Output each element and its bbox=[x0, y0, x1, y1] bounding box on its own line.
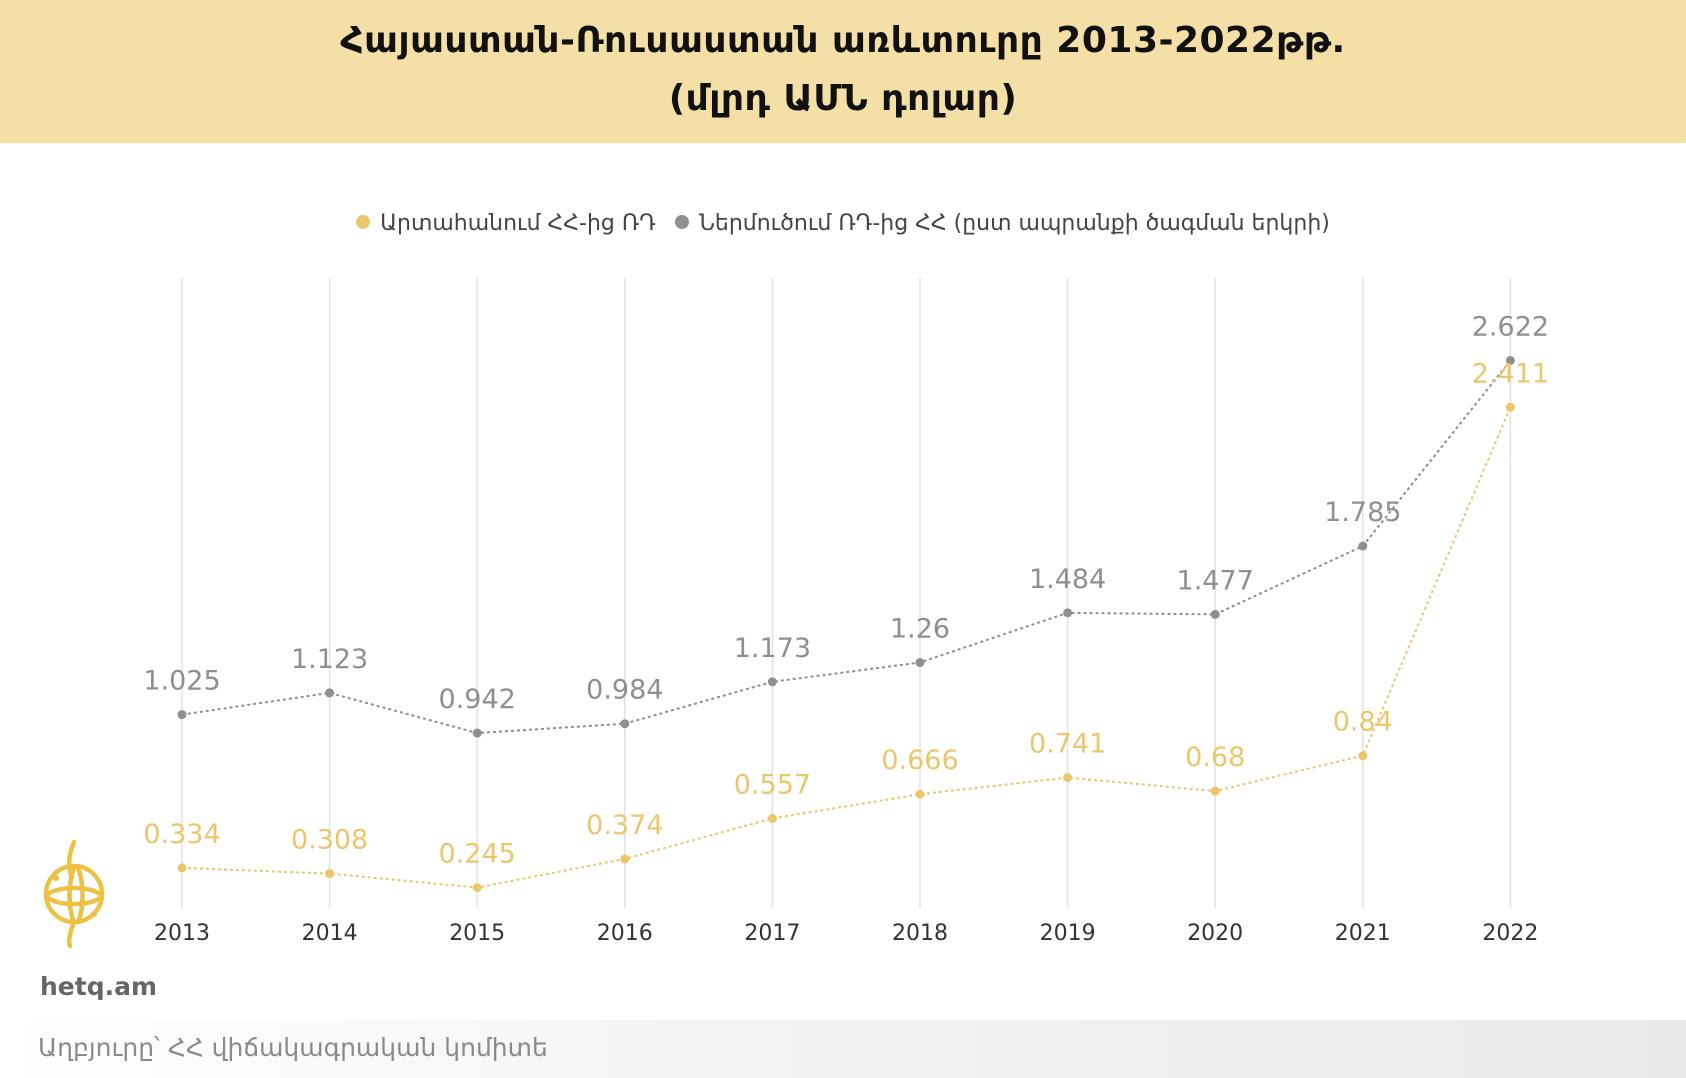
data-point-import bbox=[1505, 355, 1515, 365]
data-label-import: 1.484 bbox=[1029, 564, 1106, 595]
data-label-export: 0.741 bbox=[1029, 729, 1106, 760]
data-label-export: 0.666 bbox=[881, 745, 958, 776]
data-point-import bbox=[620, 719, 630, 729]
data-point-import bbox=[177, 710, 187, 720]
series-line-import bbox=[181, 359, 1512, 735]
data-point-export bbox=[620, 854, 630, 864]
grid-layer bbox=[181, 278, 1512, 908]
data-point-import bbox=[1210, 609, 1220, 619]
data-label-export: 0.334 bbox=[143, 819, 220, 850]
legend-label-export: Արտահանում ՀՀ-ից ՌԴ bbox=[380, 210, 656, 236]
x-tick-label: 2015 bbox=[449, 921, 505, 946]
data-label-import: 0.942 bbox=[439, 684, 516, 715]
series-points bbox=[177, 355, 1515, 893]
data-label-export: 0.68 bbox=[1185, 742, 1245, 773]
data-point-export bbox=[915, 789, 925, 799]
x-tick-label: 2013 bbox=[154, 921, 210, 946]
x-tick-label: 2019 bbox=[1040, 921, 1096, 946]
x-tick-label: 2016 bbox=[597, 921, 653, 946]
data-label-export: 0.374 bbox=[586, 810, 663, 841]
data-point-export bbox=[472, 883, 482, 893]
x-tick-label: 2020 bbox=[1187, 921, 1243, 946]
data-label-import: 1.173 bbox=[734, 633, 811, 664]
title-banner: Հայաստան-Ռուսաստան առևտուրը 2013-2022թթ.… bbox=[0, 0, 1686, 143]
x-axis-labels: 2013 2014 2015 2016 2017 2018 2019 2020 2021 2022 bbox=[154, 921, 1538, 946]
x-tick-label: 2017 bbox=[744, 921, 800, 946]
chart-title: Հայաստան-Ռուսաստան առևտուրը 2013-2022թթ. bbox=[340, 20, 1346, 61]
x-tick-label: 2022 bbox=[1482, 921, 1538, 946]
data-label-import: 2.622 bbox=[1472, 311, 1549, 342]
data-point-import bbox=[1063, 608, 1073, 618]
data-label-import: 1.477 bbox=[1177, 565, 1254, 596]
data-label-import: 1.025 bbox=[143, 666, 220, 697]
data-label-import: 0.984 bbox=[586, 675, 663, 706]
data-label-export: 0.84 bbox=[1333, 707, 1393, 738]
legend-label-import: Ներմուծում ՌԴ-ից ՀՀ (ըստ ապրանքի ծագման … bbox=[698, 210, 1330, 236]
data-point-export bbox=[1063, 773, 1073, 783]
data-labels: 1.025 1.123 0.942 0.984 1.173 1.26 1.484 1.477 1… bbox=[143, 311, 1549, 869]
data-label-import: 1.26 bbox=[890, 614, 950, 645]
series-lines bbox=[181, 359, 1512, 889]
legend-item-export: Արտահանում ՀՀ-ից ՌԴ bbox=[356, 211, 656, 236]
data-label-export: 0.308 bbox=[291, 825, 368, 856]
legend-dot-import bbox=[674, 214, 689, 229]
series-line-export bbox=[181, 406, 1512, 889]
source-note: Աղբյուրը՝ ՀՀ վիճակագրական կոմիտե bbox=[38, 1033, 548, 1062]
data-point-import bbox=[472, 728, 482, 738]
data-label-import: 1.123 bbox=[291, 644, 368, 675]
data-point-import bbox=[915, 658, 925, 668]
data-point-export bbox=[325, 869, 335, 879]
x-tick-label: 2021 bbox=[1335, 921, 1391, 946]
chart-legend: Արտահանում ՀՀ-ից ՌԴ Ներմուծում ՌԴ-ից ՀՀ … bbox=[0, 210, 1686, 236]
data-label-export: 0.557 bbox=[734, 769, 811, 800]
x-tick-label: 2014 bbox=[302, 921, 358, 946]
legend-dot-export bbox=[356, 214, 371, 229]
data-label-import: 1.785 bbox=[1324, 497, 1401, 528]
x-tick-label: 2018 bbox=[892, 921, 948, 946]
data-label-export: 0.245 bbox=[439, 839, 516, 870]
data-point-import bbox=[325, 688, 335, 698]
data-point-export bbox=[1505, 402, 1515, 412]
data-point-import bbox=[1358, 541, 1368, 551]
data-point-export bbox=[1358, 751, 1368, 761]
data-point-export bbox=[177, 863, 187, 873]
data-label-export: 2.411 bbox=[1472, 358, 1549, 389]
legend-item-import: Ներմուծում ՌԴ-ից ՀՀ (ըստ ապրանքի ծագման … bbox=[674, 210, 1330, 236]
chart-subtitle: (մլրդ ԱՄՆ դոլար) bbox=[668, 78, 1018, 119]
data-point-export bbox=[767, 813, 777, 823]
footer-bar: Աղբյուրը՝ ՀՀ վիճակագրական կոմիտե bbox=[0, 1020, 1686, 1078]
hetq-logo-icon bbox=[43, 839, 105, 949]
data-point-import bbox=[767, 677, 777, 687]
site-name: hetq.am bbox=[40, 972, 158, 1001]
data-point-export bbox=[1210, 786, 1220, 796]
